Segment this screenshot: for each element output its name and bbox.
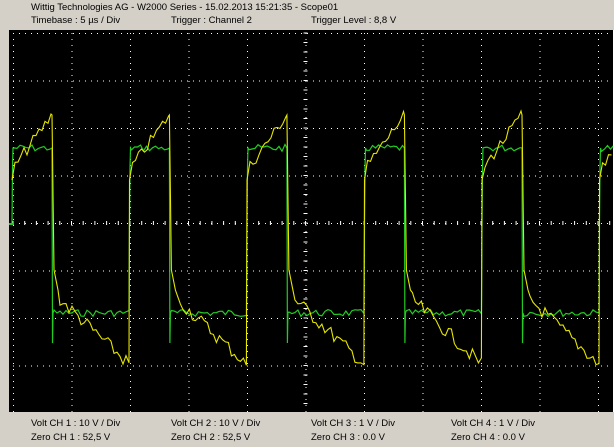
ch2-zero-label: Zero CH 2 : 52,5 V: [171, 432, 251, 443]
ch3-zero-label: Zero CH 3 : 0.0 V: [311, 432, 385, 443]
scope-display: [9, 30, 614, 412]
ch2-volt-label: Volt CH 2 : 10 V / Div: [171, 418, 261, 429]
scope-title: Wittig Technologies AG - W2000 Series - …: [31, 2, 339, 13]
ch1-zero-label: Zero CH 1 : 52,5 V: [31, 432, 111, 443]
ch3-volt-label: Volt CH 3 : 1 V / Div: [311, 418, 395, 429]
scope-footer: Volt CH 1 : 10 V / Div Zero CH 1 : 52,5 …: [0, 413, 614, 447]
timebase-label: Timebase : 5 µs / Div: [31, 15, 121, 26]
ch2-trace: [9, 143, 614, 344]
ch1-trace: [11, 109, 612, 366]
scope-header: Wittig Technologies AG - W2000 Series - …: [0, 0, 614, 28]
trigger-label: Trigger : Channel 2: [171, 15, 252, 26]
ch4-volt-label: Volt CH 4 : 1 V / Div: [451, 418, 535, 429]
scope-svg: [9, 30, 614, 412]
ch4-zero-label: Zero CH 4 : 0.0 V: [451, 432, 525, 443]
ch1-volt-label: Volt CH 1 : 10 V / Div: [31, 418, 121, 429]
trigger-level-label: Trigger Level : 8,8 V: [311, 15, 397, 26]
